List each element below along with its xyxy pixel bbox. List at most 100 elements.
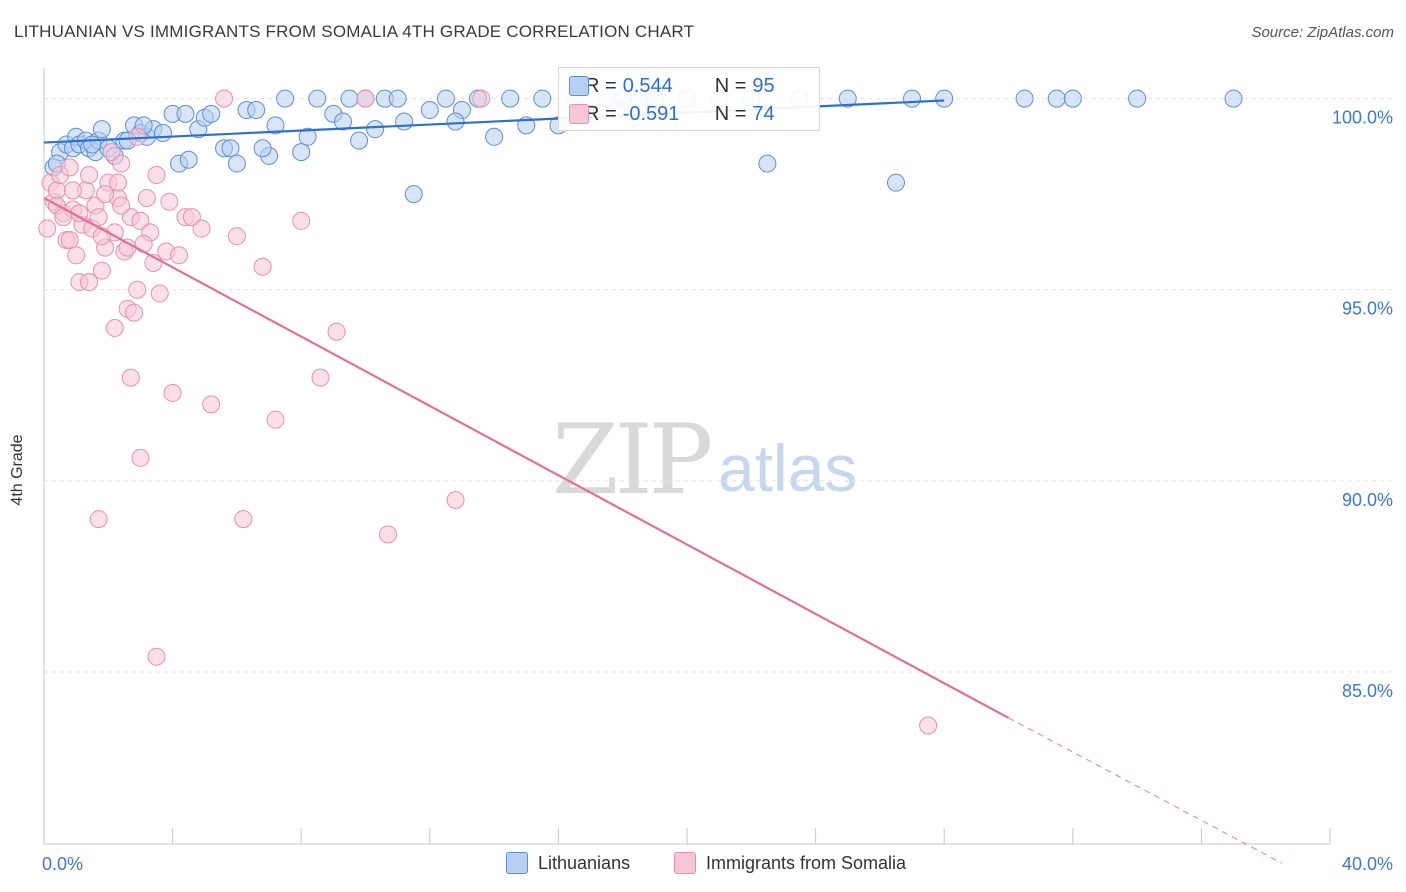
data-point bbox=[234, 510, 253, 529]
legend-r-label: R = bbox=[585, 102, 617, 125]
legend-r-label: R = bbox=[585, 74, 617, 97]
data-point bbox=[92, 120, 111, 139]
data-point bbox=[308, 89, 327, 108]
data-point bbox=[128, 280, 147, 299]
legend-item-somalia[interactable]: Immigrants from Somalia bbox=[674, 852, 906, 874]
data-point bbox=[96, 185, 115, 204]
data-point bbox=[379, 525, 398, 544]
data-point bbox=[134, 234, 153, 253]
data-point bbox=[80, 166, 99, 185]
data-point bbox=[333, 112, 352, 131]
data-point bbox=[108, 173, 127, 192]
series-somalia bbox=[38, 89, 938, 735]
data-point bbox=[202, 104, 221, 123]
data-point bbox=[533, 89, 552, 108]
legend-r-value: -0.591 bbox=[622, 102, 680, 125]
legend-label-lithuanians: Lithuanians bbox=[538, 852, 631, 873]
trend-line bbox=[43, 197, 1010, 719]
data-point bbox=[38, 219, 57, 238]
trend-line-extension bbox=[1008, 717, 1283, 864]
legend-n-value: 74 bbox=[752, 102, 775, 125]
legend-item-lithuanians[interactable]: Lithuanians bbox=[506, 852, 630, 874]
data-point bbox=[60, 158, 79, 177]
data-point bbox=[501, 89, 520, 108]
data-point bbox=[292, 211, 311, 230]
data-point bbox=[327, 322, 346, 341]
data-point bbox=[47, 181, 66, 200]
data-point bbox=[125, 303, 144, 322]
data-point bbox=[758, 154, 777, 173]
data-point bbox=[253, 139, 272, 158]
data-point bbox=[176, 104, 195, 123]
data-point bbox=[131, 211, 150, 230]
legend-label-somalia: Immigrants from Somalia bbox=[706, 852, 907, 873]
legend-r-value: 0.544 bbox=[622, 74, 673, 97]
data-point bbox=[105, 318, 124, 337]
data-point bbox=[903, 89, 922, 108]
legend-n-label: N = bbox=[714, 74, 747, 97]
correlation-legend: R = 0.544 N = 95 R = -0.591 N = 74 bbox=[558, 67, 820, 131]
data-point bbox=[292, 143, 311, 162]
data-point bbox=[83, 135, 102, 154]
legend-swatch-somalia bbox=[674, 852, 696, 874]
data-point bbox=[366, 120, 385, 139]
data-point bbox=[112, 154, 131, 173]
legend-swatch-lithuanians bbox=[569, 76, 589, 96]
legend-n-label: N = bbox=[714, 102, 747, 125]
data-point bbox=[182, 208, 201, 227]
data-point bbox=[266, 410, 285, 429]
data-point bbox=[446, 112, 465, 131]
data-point bbox=[298, 127, 317, 146]
data-point bbox=[80, 273, 99, 292]
y-tick-label: 85.0% bbox=[1342, 681, 1393, 701]
chart-source: Source: ZipAtlas.com bbox=[1251, 24, 1394, 41]
data-point bbox=[147, 166, 166, 185]
legend-swatch-somalia bbox=[569, 104, 589, 124]
data-point bbox=[137, 188, 156, 207]
data-point bbox=[67, 246, 86, 265]
data-point bbox=[838, 89, 857, 108]
data-point bbox=[485, 127, 504, 146]
data-point bbox=[102, 143, 121, 162]
data-point bbox=[436, 89, 455, 108]
data-point bbox=[1047, 89, 1066, 108]
data-point bbox=[163, 383, 182, 402]
data-point bbox=[919, 716, 938, 735]
series-legend: Lithuanians Immigrants from Somalia bbox=[0, 852, 1406, 878]
data-point bbox=[247, 101, 266, 120]
data-point bbox=[192, 219, 211, 238]
watermark-atlas: atlas bbox=[718, 431, 858, 505]
data-point bbox=[886, 173, 905, 192]
data-point bbox=[112, 196, 131, 215]
y-tick-label: 90.0% bbox=[1342, 490, 1393, 510]
data-point bbox=[1128, 89, 1147, 108]
data-point bbox=[276, 89, 295, 108]
data-point bbox=[472, 89, 491, 108]
data-point bbox=[446, 490, 465, 509]
data-point bbox=[266, 116, 285, 135]
data-point bbox=[92, 261, 111, 280]
data-point bbox=[89, 510, 108, 529]
data-point bbox=[1063, 89, 1082, 108]
data-point bbox=[221, 139, 240, 158]
data-point bbox=[253, 257, 272, 276]
data-point bbox=[1224, 89, 1243, 108]
data-point bbox=[121, 368, 140, 387]
x-tick-label: 40.0% bbox=[1342, 854, 1393, 874]
data-point bbox=[1015, 89, 1034, 108]
y-tick-label: 95.0% bbox=[1342, 299, 1393, 319]
x-tick-label: 0.0% bbox=[42, 854, 83, 874]
data-point bbox=[147, 647, 166, 666]
data-point bbox=[350, 131, 369, 150]
data-point bbox=[420, 101, 439, 120]
chart-title: LITHUANIAN VS IMMIGRANTS FROM SOMALIA 4T… bbox=[14, 22, 695, 41]
data-point bbox=[356, 89, 375, 108]
data-point bbox=[215, 89, 234, 108]
y-tick-label: 100.0% bbox=[1332, 108, 1393, 128]
data-point bbox=[404, 185, 423, 204]
data-point bbox=[227, 154, 246, 173]
trend-lines bbox=[43, 99, 1283, 864]
data-point bbox=[150, 284, 169, 303]
legend-swatch-lithuanians bbox=[506, 852, 528, 874]
